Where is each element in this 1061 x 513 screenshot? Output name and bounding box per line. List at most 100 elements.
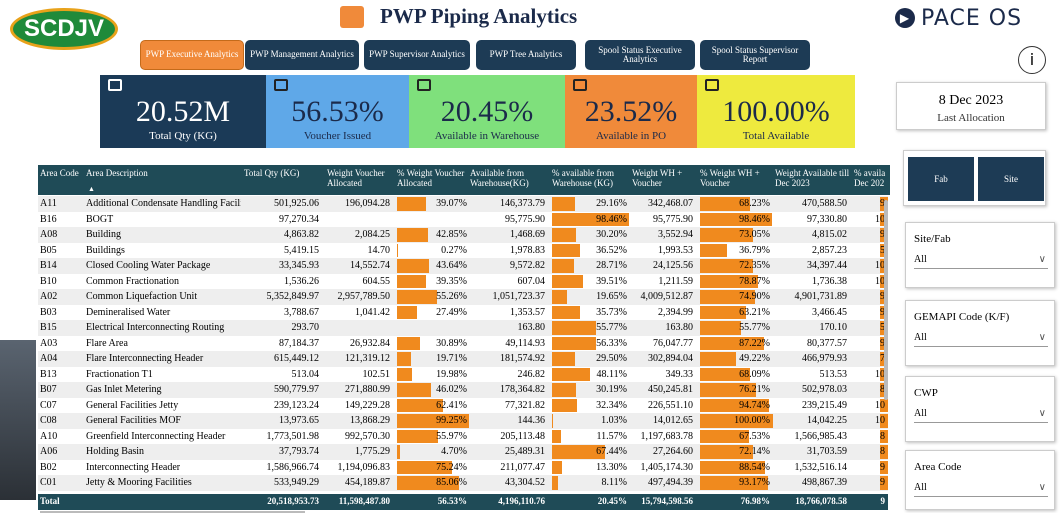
filter-select[interactable]: All∨ — [914, 329, 1048, 347]
table-cell: 8 — [854, 382, 885, 398]
table-cell: 349.33 — [632, 367, 693, 383]
column-header[interactable]: % availa Dec 202 — [854, 168, 888, 194]
table-cell: 3,552.94 — [632, 227, 693, 243]
date-card: 8 Dec 2023 Last Allocation — [896, 82, 1046, 130]
table-cell: 196,094.28 — [327, 196, 390, 212]
table-cell: 226,551.10 — [632, 398, 693, 414]
table-cell: Common Fractionation — [86, 274, 241, 290]
nav-button[interactable]: PWP Executive Analytics — [140, 40, 244, 70]
table-cell: Jetty & Mooring Facilities — [86, 475, 241, 491]
table-cell: B02 — [40, 460, 81, 476]
column-header[interactable]: Weight WH + Voucher — [632, 168, 696, 194]
table-cell: 10 — [854, 367, 885, 383]
column-header[interactable]: % Weight WH + Voucher — [700, 168, 773, 194]
column-header[interactable]: % available from Warehouse (KG) — [552, 168, 630, 194]
table-cell: 75.24% — [397, 460, 467, 476]
column-header[interactable]: Weight Available till Dec 2023 — [775, 168, 850, 194]
table-cell: B10 — [40, 274, 81, 290]
table-cell: 604.55 — [327, 274, 390, 290]
table-cell: Closed Cooling Water Package — [86, 258, 241, 274]
table-cell: 67.44% — [552, 444, 627, 460]
filter-select[interactable]: All∨ — [914, 405, 1048, 423]
table-cell: 49.22% — [700, 351, 770, 367]
table-cell: B07 — [40, 382, 81, 398]
table-cell: 36.52% — [552, 243, 627, 259]
table-cell: 13.30% — [552, 460, 627, 476]
table-cell: 13,973.65 — [244, 413, 319, 429]
table-cell: 8.11% — [552, 475, 627, 491]
table-cell: 2,857.23 — [775, 243, 847, 259]
toggle-button[interactable]: Site — [978, 157, 1044, 201]
table-cell: 4.70% — [397, 444, 467, 460]
table-cell: 73.05% — [700, 227, 770, 243]
toggle-button[interactable]: Fab — [908, 157, 974, 201]
table-cell: 27,264.60 — [632, 444, 693, 460]
sort-indicator: ▲ — [88, 185, 95, 193]
filter-value: All — [914, 329, 1048, 347]
total-cell: 15,794,598.56 — [632, 494, 693, 510]
table-cell: 1,993.53 — [632, 243, 693, 259]
nav-button[interactable]: PWP Management Analytics — [245, 40, 359, 70]
table-cell: Electrical Interconnecting Routing — [86, 320, 241, 336]
table-cell: C08 — [40, 413, 81, 429]
filter-select[interactable]: All∨ — [914, 251, 1048, 269]
table-cell: 7 — [854, 351, 885, 367]
column-header[interactable]: Area Description — [86, 168, 244, 194]
table-cell: 9 — [854, 460, 885, 476]
table-cell: 9 — [854, 305, 885, 321]
table-cell: 163.80 — [470, 320, 545, 336]
table-cell: 30.19% — [552, 382, 627, 398]
nav-button[interactable]: Spool Status Executive Analytics — [585, 40, 695, 70]
info-button[interactable]: i — [1018, 46, 1046, 74]
dropdown-arrow: ∨ — [1039, 405, 1046, 423]
table-cell: Buildings — [86, 243, 241, 259]
filter-card: Site/FabAll∨ — [905, 222, 1055, 288]
table-cell: 342,468.07 — [632, 196, 693, 212]
column-header[interactable]: Area Code — [40, 168, 84, 194]
table-cell: 144.36 — [470, 413, 545, 429]
table-cell: 615,449.12 — [244, 351, 319, 367]
table-cell: 85.06% — [397, 475, 467, 491]
table-cell: 67.53% — [700, 429, 770, 445]
column-header[interactable]: Total Qty (KG) — [244, 168, 322, 194]
table-cell: 4,901,731.89 — [775, 289, 847, 305]
table-cell: 68.09% — [700, 367, 770, 383]
table-cell: 102.51 — [327, 367, 390, 383]
column-header[interactable]: Weight Voucher Allocated — [327, 168, 393, 194]
column-header[interactable]: % Weight Voucher Allocated — [397, 168, 470, 194]
table-cell: 11.57% — [552, 429, 627, 445]
nav-button[interactable]: PWP Supervisor Analytics — [364, 40, 470, 70]
kpi-card: 20.45%Available in Warehouse — [409, 75, 565, 148]
table-cell: A02 — [40, 289, 81, 305]
table-cell: 19.65% — [552, 289, 627, 305]
table-cell: 63.21% — [700, 305, 770, 321]
table-cell: Flare Area — [86, 336, 241, 352]
table-cell: 0.27% — [397, 243, 467, 259]
nav-button[interactable]: Spool Status Supervisor Report — [700, 40, 810, 70]
kpi-value: 23.52% — [565, 97, 697, 127]
table-cell: 513.53 — [775, 367, 847, 383]
column-header[interactable]: Available from Warehouse(KG) — [470, 168, 548, 194]
table-cell: 100.00% — [700, 413, 770, 429]
table-cell: 1,194,096.83 — [327, 460, 390, 476]
filter-select[interactable]: All∨ — [914, 479, 1048, 497]
table-cell: 46.02% — [397, 382, 467, 398]
table-cell: 9 — [854, 289, 885, 305]
table-cell: 55.77% — [552, 320, 627, 336]
table-cell: 513.04 — [244, 367, 319, 383]
table-cell: 9 — [854, 227, 885, 243]
total-cell: 56.53% — [397, 494, 467, 510]
table-cell: Interconnecting Header — [86, 460, 241, 476]
table-cell: 1,197,683.78 — [632, 429, 693, 445]
nav-button[interactable]: PWP Tree Analytics — [476, 40, 576, 70]
filter-label: Area Code — [914, 461, 961, 473]
table-cell: 1,041.42 — [327, 305, 390, 321]
scrollbar — [884, 200, 888, 400]
date-label: Last Allocation — [897, 112, 1045, 124]
kpi-label: Available in Warehouse — [409, 130, 565, 142]
table-cell: B15 — [40, 320, 81, 336]
kpi-label: Total Available — [697, 130, 855, 142]
date-value: 8 Dec 2023 — [897, 93, 1045, 109]
table-cell: 72.14% — [700, 444, 770, 460]
table-cell: Holding Basin — [86, 444, 241, 460]
